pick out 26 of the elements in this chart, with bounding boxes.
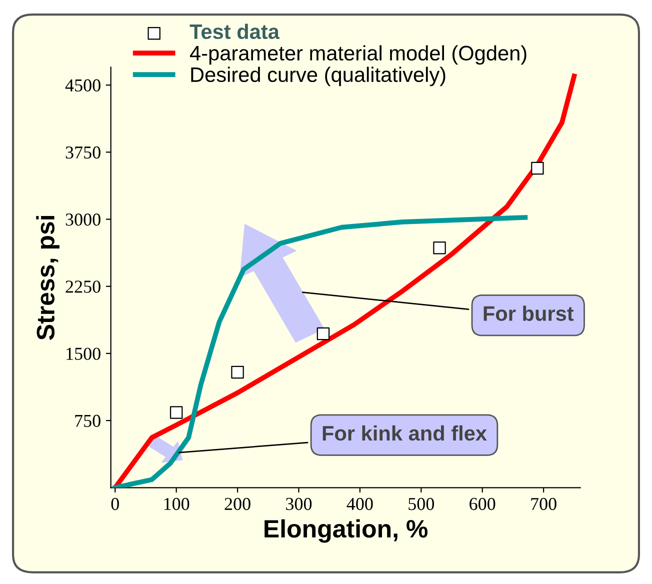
legend-label: 4-parameter material model (Ogden): [190, 45, 526, 65]
point: [231, 366, 244, 379]
point: [433, 242, 446, 254]
x-tick-label: 300: [286, 498, 312, 510]
x-axis-title: Elongation, %: [264, 519, 428, 543]
y-tick-label: 4500: [65, 79, 100, 92]
x-tick-label: 0: [111, 498, 119, 510]
y-tick-label: 750: [75, 414, 100, 427]
point: [531, 162, 544, 175]
x-tick-label: 100: [164, 498, 190, 510]
y-tick-label: 3000: [66, 214, 100, 226]
x-tick-label: 400: [346, 498, 373, 510]
x-tick-label: 600: [470, 498, 496, 510]
legend-label: Test data: [190, 24, 280, 40]
y-tick-label: 2250: [66, 280, 100, 293]
point: [170, 406, 183, 419]
x-tick-label: 200: [224, 498, 250, 510]
y-tick-label: 3750: [66, 146, 100, 159]
x-tick-label: 500: [408, 498, 434, 510]
x-tick-label: 700: [531, 498, 556, 510]
annotation: For burst: [484, 306, 574, 321]
annotation: For kink and flex: [322, 425, 487, 441]
y-tick-label: 1500: [66, 348, 100, 360]
legend-label: Desired curve (qualitatively): [191, 66, 446, 86]
point: [316, 327, 330, 340]
y-axis-title: Stress, psi: [36, 216, 60, 340]
